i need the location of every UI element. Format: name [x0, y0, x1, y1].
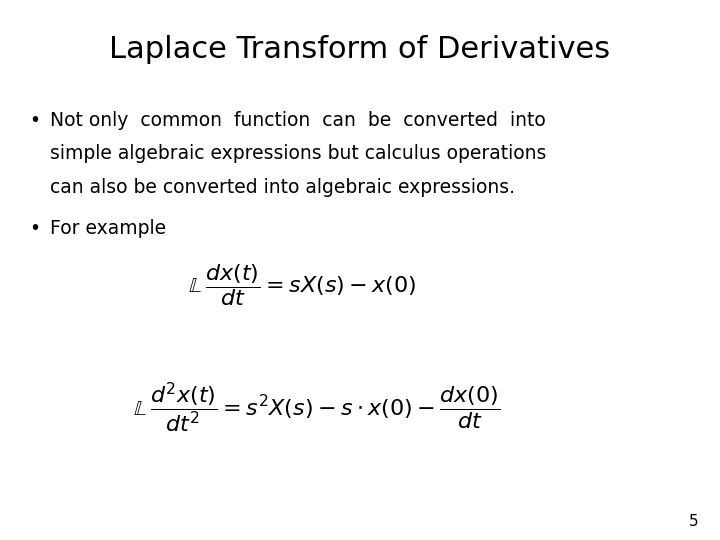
- Text: 5: 5: [689, 514, 698, 529]
- Text: $\mathbb{L}\,\dfrac{d^2x(t)}{dt^2} = s^2X(s) - s \cdot x(0) - \dfrac{dx(0)}{dt}$: $\mathbb{L}\,\dfrac{d^2x(t)}{dt^2} = s^2…: [133, 381, 500, 435]
- Text: $\mathbb{L}\,\dfrac{dx(t)}{dt} = sX(s) - x(0)$: $\mathbb{L}\,\dfrac{dx(t)}{dt} = sX(s) -…: [188, 262, 417, 308]
- Text: simple algebraic expressions but calculus operations: simple algebraic expressions but calculu…: [50, 144, 546, 163]
- Text: •: •: [29, 219, 40, 238]
- Text: For example: For example: [50, 219, 166, 238]
- Text: Laplace Transform of Derivatives: Laplace Transform of Derivatives: [109, 35, 611, 64]
- Text: can also be converted into algebraic expressions.: can also be converted into algebraic exp…: [50, 178, 516, 197]
- Text: •: •: [29, 111, 40, 130]
- Text: Not only  common  function  can  be  converted  into: Not only common function can be converte…: [50, 111, 546, 130]
